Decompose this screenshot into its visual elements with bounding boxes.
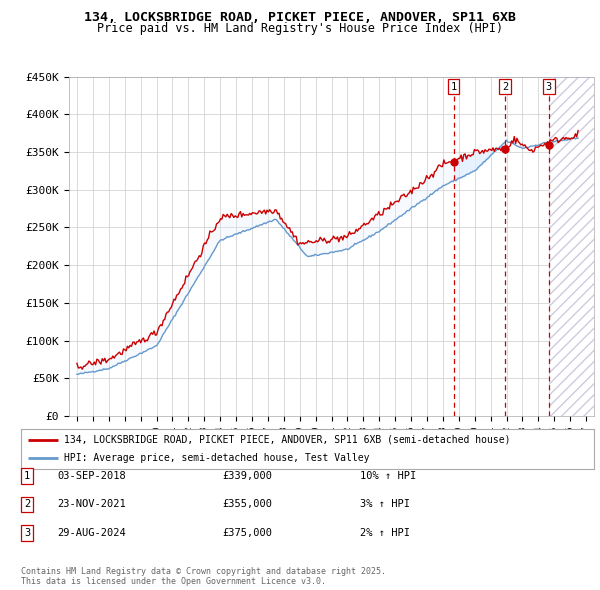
Text: 23-NOV-2021: 23-NOV-2021 <box>57 500 126 509</box>
Text: 134, LOCKSBRIDGE ROAD, PICKET PIECE, ANDOVER, SP11 6XB: 134, LOCKSBRIDGE ROAD, PICKET PIECE, AND… <box>84 11 516 24</box>
Text: 1: 1 <box>24 471 30 481</box>
Bar <box>549 77 594 416</box>
Text: 2: 2 <box>24 500 30 509</box>
Bar <box>549 77 594 416</box>
Text: 134, LOCKSBRIDGE ROAD, PICKET PIECE, ANDOVER, SP11 6XB (semi-detached house): 134, LOCKSBRIDGE ROAD, PICKET PIECE, AND… <box>64 435 511 445</box>
Text: HPI: Average price, semi-detached house, Test Valley: HPI: Average price, semi-detached house,… <box>64 453 370 463</box>
Text: £339,000: £339,000 <box>222 471 272 481</box>
Text: Price paid vs. HM Land Registry's House Price Index (HPI): Price paid vs. HM Land Registry's House … <box>97 22 503 35</box>
Text: £355,000: £355,000 <box>222 500 272 509</box>
Text: £375,000: £375,000 <box>222 528 272 537</box>
Text: 29-AUG-2024: 29-AUG-2024 <box>57 528 126 537</box>
Text: 3: 3 <box>24 528 30 537</box>
Text: Contains HM Land Registry data © Crown copyright and database right 2025.
This d: Contains HM Land Registry data © Crown c… <box>21 567 386 586</box>
Text: 1: 1 <box>451 82 457 92</box>
Text: 2: 2 <box>502 82 508 92</box>
Text: 3: 3 <box>545 82 552 92</box>
Text: 03-SEP-2018: 03-SEP-2018 <box>57 471 126 481</box>
Text: 2% ↑ HPI: 2% ↑ HPI <box>360 528 410 537</box>
Text: 10% ↑ HPI: 10% ↑ HPI <box>360 471 416 481</box>
Text: 3% ↑ HPI: 3% ↑ HPI <box>360 500 410 509</box>
